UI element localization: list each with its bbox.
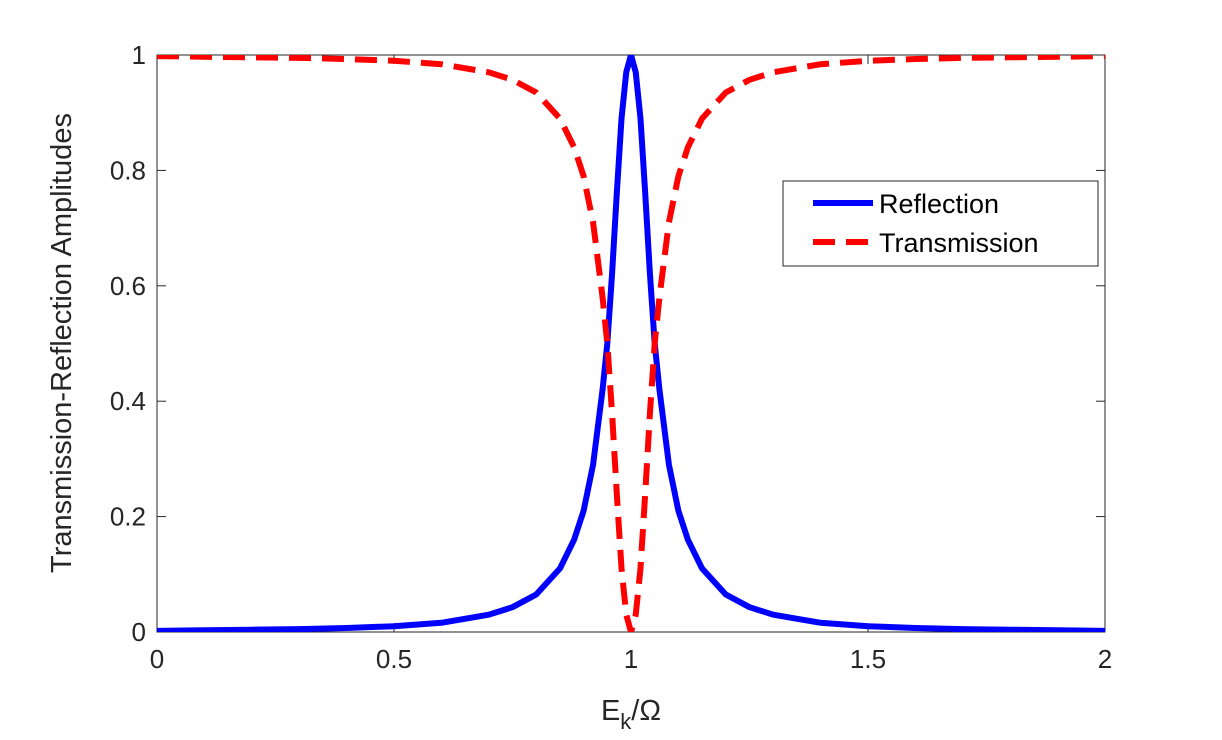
plot-area: [156, 54, 1106, 633]
x-tick-label: 1.5: [850, 644, 886, 674]
x-tick-label: 0.5: [376, 644, 412, 674]
x-tick-label: 2: [1098, 644, 1112, 674]
y-tick-label: 0.6: [110, 271, 146, 301]
x-tick-label: 0: [150, 644, 164, 674]
x-axis-label-base: E: [601, 695, 620, 727]
legend: Reflection Transmission: [782, 180, 1099, 267]
y-axis-label: Transmission-Reflection Amplitudes: [46, 113, 78, 573]
x-axis-label-rest: /Ω: [631, 695, 661, 727]
legend-label-reflection: Reflection: [879, 189, 999, 219]
y-tick-label: 0: [132, 617, 146, 647]
y-tick-label: 1: [132, 40, 146, 70]
legend-label-transmission: Transmission: [879, 228, 1039, 258]
y-tick-label: 0.8: [110, 155, 146, 185]
x-axis-ticks: 0 0.5 1 1.5 2: [150, 55, 1112, 674]
series-line-reflection: [157, 55, 1105, 632]
series-layer: [157, 55, 1105, 632]
x-tick-label: 1: [624, 644, 638, 674]
y-tick-label: 0.4: [110, 386, 146, 416]
series-line-transmission: [157, 55, 1105, 632]
y-tick-label: 0.2: [110, 502, 146, 532]
legend-box: [782, 180, 1099, 267]
x-axis-label: Ek/Ω: [601, 695, 661, 734]
x-axis-label-sub: k: [620, 709, 632, 734]
